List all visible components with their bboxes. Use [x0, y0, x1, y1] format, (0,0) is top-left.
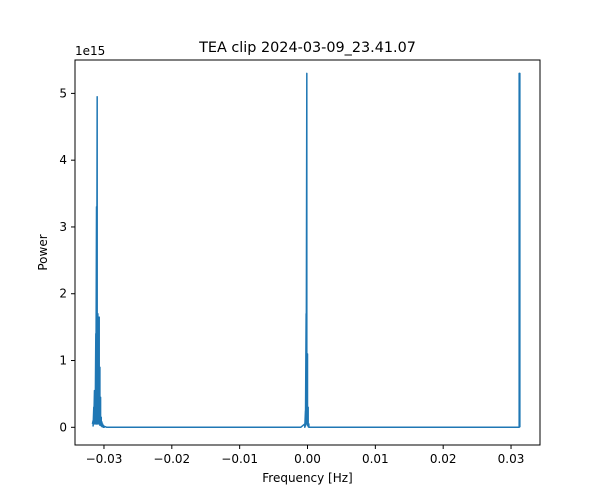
- chart-title: TEA clip 2024-03-09_23.41.07: [198, 40, 416, 56]
- x-tick-label: 0.03: [498, 452, 525, 466]
- y-axis-label: Power: [36, 234, 50, 270]
- x-tick-label: −0.01: [221, 452, 258, 466]
- x-tick-label: 0.02: [430, 452, 457, 466]
- y-tick-label: 4: [59, 153, 67, 167]
- x-tick-label: −0.02: [153, 452, 190, 466]
- y-tick-label: 5: [59, 86, 67, 100]
- y-tick-label: 2: [59, 287, 67, 301]
- x-tick-label: 0.00: [294, 452, 321, 466]
- y-tick-label: 1: [59, 354, 67, 368]
- x-axis: −0.03 −0.02 −0.01 0.00 0.01 0.02 0.03: [86, 445, 525, 466]
- series-line-0: [91, 72, 521, 429]
- series-layer: [91, 72, 521, 429]
- y-tick-label: 3: [59, 220, 67, 234]
- y-axis: 0 1 2 3 4 5: [59, 86, 75, 434]
- x-axis-label: Frequency [Hz]: [262, 471, 353, 485]
- x-tick-label: −0.03: [86, 452, 123, 466]
- y-axis-offset-label: 1e15: [75, 44, 105, 58]
- x-tick-label: 0.01: [362, 452, 389, 466]
- axes-frame: [74, 59, 541, 446]
- y-tick-label: 0: [59, 420, 67, 434]
